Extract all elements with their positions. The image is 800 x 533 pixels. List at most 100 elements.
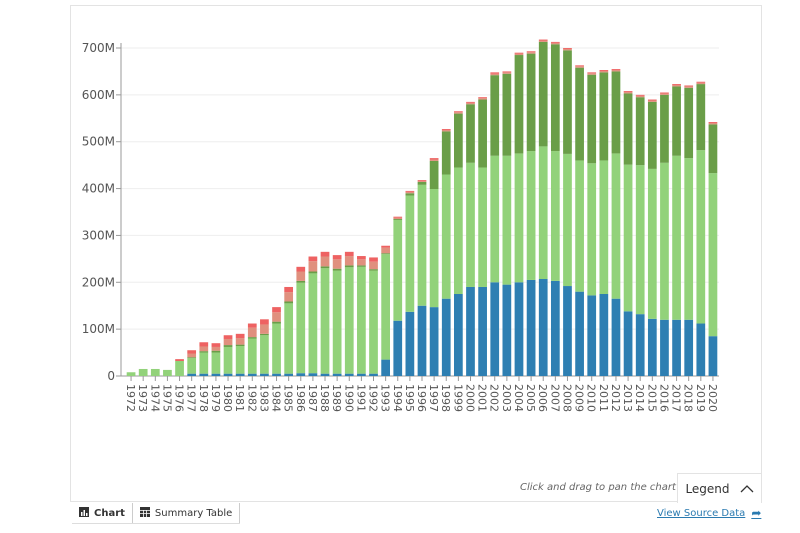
x-tick-label: 1975 [160,384,173,412]
bar-segment [587,73,597,75]
bar-segment [357,265,366,267]
bar-segment [150,368,160,376]
x-tick-label: 1984 [270,384,283,412]
bar-segment [478,98,487,100]
bar-segment [623,311,633,376]
tab-summary-table[interactable]: Summary Table [133,503,241,523]
bar-segment [587,74,597,164]
x-tick-label: 2012 [609,384,622,412]
view-source-data-label: View Source Data [657,507,746,519]
bar-segment [272,307,281,313]
bar-segment [538,39,548,41]
bar-segment [441,129,451,130]
bar-segment [296,280,306,283]
view-source-data-link[interactable]: View Source Data ➦ [657,506,761,520]
x-tick-label: 1976 [173,384,186,412]
bar-segment [490,72,500,74]
bar-segment [466,104,475,163]
bar-segment [272,323,281,374]
bar-segment [284,286,294,293]
bar-segment [260,319,269,325]
x-tick-label: 2010 [585,384,598,412]
bar-segment [405,311,415,376]
bar-segment [490,75,500,156]
bar-segment [696,82,706,85]
view-tabs: Chart Summary Table [72,503,241,524]
bar-segment [660,319,669,376]
bar-segment [247,327,257,338]
x-tick-label: 1995 [403,384,416,412]
bar-segment [441,174,451,299]
bar-segment [211,343,221,347]
bar-segment [393,320,403,376]
bar-segment [284,303,294,374]
bar-segment [320,373,330,376]
x-tick-label: 1979 [209,384,222,412]
bar-segment [672,86,681,156]
legend-toggle-button[interactable]: Legend [677,473,762,503]
bar-segment [320,256,330,267]
x-tick-label: 1981 [233,384,246,412]
bar-segment [284,373,294,376]
bar-segment [466,101,475,103]
bar-segment [357,259,366,266]
tab-chart[interactable]: Chart [72,503,133,523]
bar-segment [308,256,318,262]
bar-segment [575,160,584,292]
bar-segment [708,173,718,337]
bar-segment [369,270,378,374]
x-tick-label: 1991 [354,384,367,412]
bar-segment [599,70,609,71]
bar-segment [199,351,209,353]
bar-segment [223,335,233,339]
bar-segment [623,164,633,312]
bar-segment [647,101,657,169]
bar-segment [369,373,378,376]
y-tick-label: 200M [82,275,115,289]
bar-segment [635,165,645,315]
x-tick-label: 2020 [706,384,719,412]
bar-segment [284,292,294,302]
bar-segment [550,44,560,152]
bar-segment [538,40,548,42]
bar-segment [381,254,390,360]
bar-segment [635,95,645,98]
bar-segment [429,158,439,160]
bar-segment [672,319,681,376]
bar-segment [296,266,306,272]
bar-segment [429,307,439,376]
bar-segment [235,338,245,345]
y-tick-label: 600M [82,88,115,102]
bar-segment [466,102,475,105]
x-tick-label: 2004 [512,384,525,412]
bar-segment [441,298,451,376]
bar-segment [417,182,427,185]
bar-segment [538,41,548,147]
bar-segment [320,266,330,269]
bar-segment [478,97,487,99]
bar-segment [199,342,209,347]
bar-segment [466,162,475,287]
bar-segment [308,373,318,376]
bar-segment [223,338,233,346]
y-tick-label: 400M [82,182,115,196]
bar-segment [393,216,403,218]
bar-segment [635,94,645,96]
bar-segment [514,55,524,154]
bar-segment [684,85,694,87]
bar-segment [684,86,694,88]
bar-segment [247,373,257,376]
bar-segment [272,321,281,324]
tab-chart-label: Chart [94,507,125,519]
bar-segment [332,259,342,269]
bar-segment [417,184,427,306]
bar-segment [369,261,378,270]
bar-segment [357,266,366,374]
bar-segment [611,69,621,71]
bar-segment [575,67,584,161]
bar-segment [526,51,536,53]
x-tick-label: 2002 [488,384,501,412]
bar-segment [405,191,415,194]
y-tick-label: 700M [82,41,115,55]
